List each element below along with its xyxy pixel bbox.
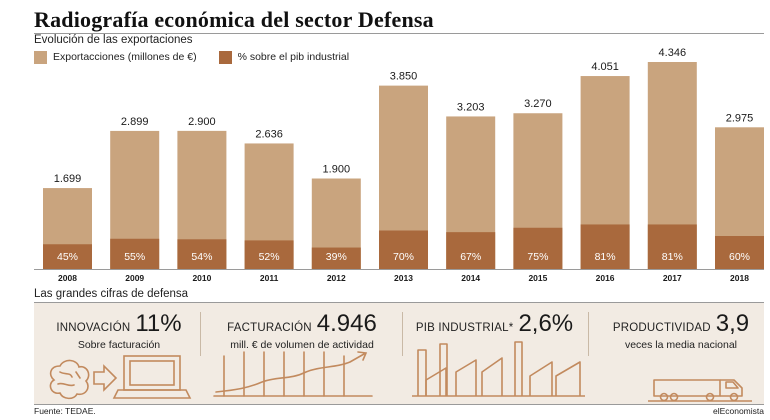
x-tick-label: 2015 [528, 273, 547, 283]
bar-pct [110, 238, 160, 269]
data-label-exports: 1.699 [54, 173, 82, 185]
source-note: Fuente: TEDAE. [34, 406, 96, 416]
data-label-exports: 3.850 [390, 71, 418, 83]
data-label-pct: 52% [259, 251, 280, 263]
data-label-exports: 2.899 [121, 116, 149, 128]
legend-item-exports: Exportacciones (millones de €) [34, 50, 197, 64]
data-label-pct: 70% [393, 251, 414, 263]
stat-value: 2,6% [518, 310, 574, 337]
stat-value: 4.946 [316, 310, 377, 337]
stat-facturacion: FACTURACIÓN 4.946 mill. € de volumen de … [212, 310, 392, 351]
data-label-exports: 3.270 [524, 98, 552, 110]
bar-pct [244, 240, 294, 269]
stat-label: PRODUCTIVIDAD [612, 322, 711, 334]
stat-productividad: PRODUCTIVIDAD 3,9 veces la media naciona… [598, 310, 764, 351]
data-label-pct: 39% [326, 251, 347, 263]
stat-sub: Sobre facturación [77, 339, 161, 351]
bar-pct [513, 227, 563, 269]
bar-pct [311, 247, 361, 269]
stat-divider [588, 312, 589, 356]
stat-value: 11% [135, 310, 182, 337]
stat-sub: veces la media nacional [624, 339, 738, 351]
exports-bar-chart: 1.699 45% 2008 2.899 55% 2009 2.900 54% 2010 2.63… [34, 47, 764, 283]
stat-label: INNOVACIÓN [56, 322, 131, 334]
footer-divider [34, 404, 764, 405]
figures-divider [34, 302, 764, 303]
legend-item-pct: % sobre el pib industrial [218, 50, 350, 64]
chart-subtitle: Evolución de las exportaciones [34, 34, 193, 46]
data-label-exports: 2.636 [255, 128, 283, 140]
bar-pct [580, 224, 630, 269]
x-tick-label: 2009 [125, 273, 144, 283]
figures-title: Las grandes cifras de defensa [34, 288, 189, 300]
bar-pct [379, 230, 428, 269]
bar-pct [647, 224, 697, 269]
data-label-exports: 3.203 [457, 101, 485, 113]
data-label-pct: 60% [729, 251, 750, 263]
data-label-pct: 81% [595, 251, 616, 263]
x-tick-label: 2011 [260, 273, 279, 283]
data-label-exports: 2.900 [188, 116, 216, 128]
bar-pct [446, 232, 496, 269]
stat-label: FACTURACIÓN [227, 322, 312, 334]
stat-divider [200, 312, 201, 356]
data-label-pct: 81% [662, 251, 683, 263]
x-tick-label: 2014 [461, 273, 480, 283]
x-tick-label: 2016 [596, 273, 615, 283]
data-label-exports: 4.346 [659, 47, 687, 59]
x-tick-label: 2017 [663, 273, 682, 283]
data-label-pct: 75% [527, 251, 548, 263]
bar-pct [715, 236, 764, 269]
stat-sub: mill. € de volumen de actividad [230, 339, 374, 351]
data-label-exports: 1.900 [323, 164, 351, 176]
x-tick-label: 2013 [394, 273, 413, 283]
legend-label-exports: Exportacciones (millones de €) [53, 51, 197, 63]
data-label-pct: 54% [191, 251, 212, 263]
data-label-pct: 67% [460, 251, 481, 263]
title-divider [34, 33, 764, 34]
chart-legend: Exportacciones (millones de €) % sobre e… [34, 49, 371, 65]
page-title: Radiografía económica del sector Defensa [34, 7, 434, 32]
stat-value: 3,9 [715, 310, 750, 337]
stat-label: PIB INDUSTRIAL* [415, 322, 514, 334]
stat-pib-industrial: PIB INDUSTRIAL* 2,6% [412, 310, 577, 339]
legend-swatch-exports [34, 50, 47, 64]
stat-divider [402, 312, 403, 356]
legend-label-pct: % sobre el pib industrial [237, 51, 350, 63]
legend-swatch-pct [218, 50, 232, 64]
data-label-pct: 55% [124, 251, 145, 263]
x-tick-label: 2008 [58, 273, 77, 283]
x-tick-label: 2010 [192, 273, 211, 283]
bar-pct [177, 239, 227, 269]
data-label-exports: 4.051 [591, 61, 619, 73]
data-label-pct: 45% [57, 251, 78, 263]
x-tick-label: 2012 [327, 273, 346, 283]
data-label-exports: 2.975 [726, 112, 754, 124]
x-tick-label: 2018 [730, 273, 749, 283]
brand-logo: elEconomista [712, 406, 764, 416]
stat-innovacion: INNOVACIÓN 11% Sobre facturación [44, 310, 194, 351]
bar-pct [43, 244, 92, 269]
